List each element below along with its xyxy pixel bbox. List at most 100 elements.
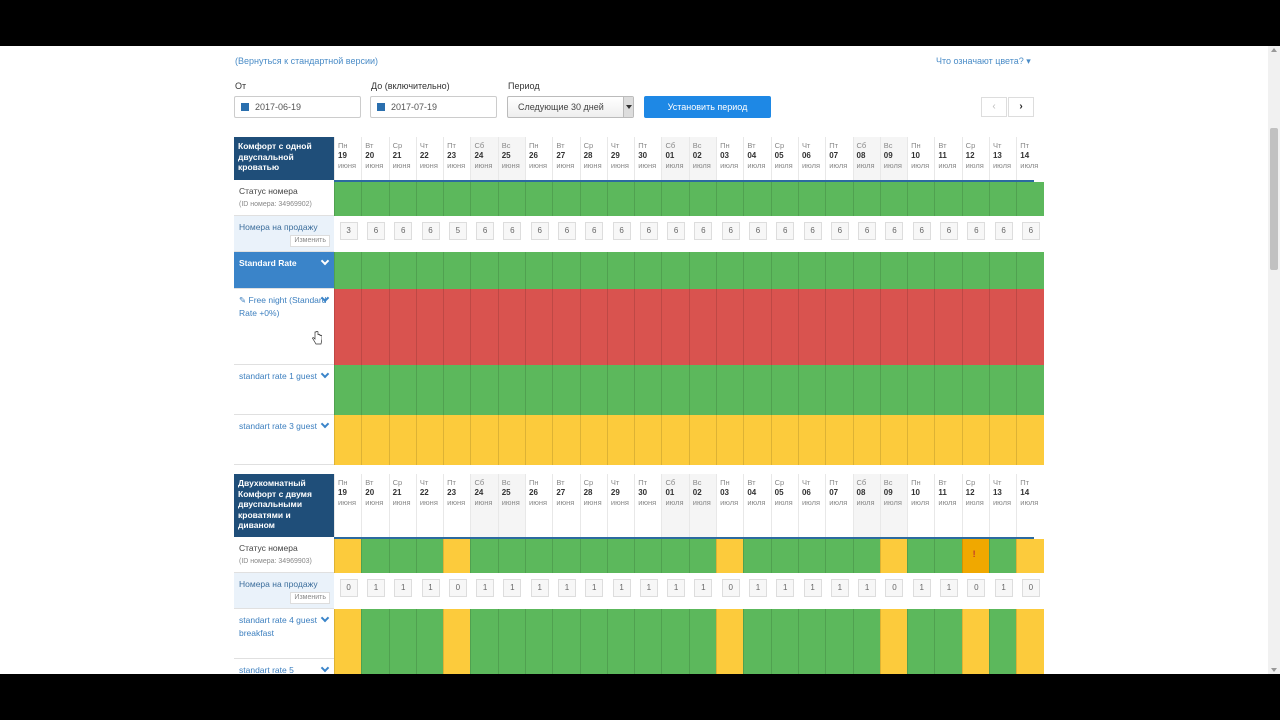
- availability-cell[interactable]: [388, 252, 416, 289]
- availability-cell[interactable]: [415, 539, 444, 573]
- availability-cell[interactable]: [634, 609, 662, 659]
- availability-cell[interactable]: [1016, 539, 1044, 573]
- availability-cell[interactable]: [525, 659, 553, 674]
- availability-cell[interactable]: [361, 539, 389, 573]
- availability-cell[interactable]: [443, 539, 471, 573]
- availability-cell[interactable]: [415, 365, 444, 415]
- rooms-available-input[interactable]: 6: [667, 222, 686, 240]
- availability-cell[interactable]: [934, 365, 962, 415]
- availability-cell[interactable]: [688, 609, 717, 659]
- availability-cell[interactable]: [907, 182, 935, 216]
- scrollbar-thumb[interactable]: [1270, 128, 1278, 270]
- rate-3-guest[interactable]: standart rate 3 guest: [234, 415, 334, 465]
- availability-cell[interactable]: [961, 289, 989, 365]
- availability-cell[interactable]: [634, 365, 662, 415]
- availability-cell[interactable]: [825, 252, 853, 289]
- availability-cell[interactable]: [606, 252, 635, 289]
- availability-cell[interactable]: [961, 252, 989, 289]
- availability-cell[interactable]: [388, 539, 416, 573]
- rooms-available-input[interactable]: 0: [967, 579, 986, 597]
- set-period-button[interactable]: Установить период: [644, 96, 771, 118]
- availability-cell[interactable]: [579, 365, 607, 415]
- availability-cell[interactable]: [661, 182, 689, 216]
- availability-cell[interactable]: [961, 659, 989, 674]
- change-button[interactable]: Изменить: [290, 592, 330, 604]
- color-legend-link[interactable]: Что означают цвета? ▾: [936, 56, 1031, 66]
- availability-cell[interactable]: [415, 252, 444, 289]
- vertical-scrollbar[interactable]: [1268, 46, 1280, 674]
- rooms-available-input[interactable]: 6: [394, 222, 413, 240]
- availability-cell[interactable]: [825, 659, 853, 674]
- availability-cell[interactable]: [497, 539, 526, 573]
- availability-cell[interactable]: [907, 659, 935, 674]
- rooms-available-input[interactable]: 6: [967, 222, 986, 240]
- availability-cell[interactable]: [334, 415, 362, 465]
- availability-cell[interactable]: [743, 365, 771, 415]
- rooms-available-input[interactable]: 6: [694, 222, 713, 240]
- period-select[interactable]: Следующие 30 дней: [507, 96, 634, 118]
- availability-cell[interactable]: [988, 182, 1017, 216]
- availability-cell[interactable]: [497, 252, 526, 289]
- availability-cell[interactable]: [634, 539, 662, 573]
- availability-cell[interactable]: [470, 539, 498, 573]
- rate-4-guest-breakfast[interactable]: standart rate 4 guest breakfast: [234, 609, 334, 659]
- availability-cell[interactable]: [688, 659, 717, 674]
- availability-cell[interactable]: [934, 289, 962, 365]
- availability-cell[interactable]: [825, 182, 853, 216]
- availability-cell[interactable]: [825, 289, 853, 365]
- availability-cell[interactable]: [443, 289, 471, 365]
- rooms-available-input[interactable]: 6: [885, 222, 904, 240]
- rooms-available-input[interactable]: 1: [994, 579, 1013, 597]
- availability-cell[interactable]: [661, 252, 689, 289]
- availability-cell[interactable]: [688, 415, 717, 465]
- availability-cell[interactable]: [470, 609, 498, 659]
- availability-cell[interactable]: [443, 415, 471, 465]
- rooms-available-input[interactable]: 1: [858, 579, 877, 597]
- chevron-down-icon[interactable]: [320, 369, 330, 379]
- back-to-standard-link[interactable]: (Вернуться к стандартной версии): [235, 56, 379, 66]
- availability-cell[interactable]: [852, 182, 880, 216]
- rooms-available-input[interactable]: 1: [667, 579, 686, 597]
- availability-cell[interactable]: [988, 365, 1017, 415]
- availability-cell[interactable]: [852, 415, 880, 465]
- rooms-available-input[interactable]: 6: [749, 222, 767, 240]
- availability-cell[interactable]: [797, 365, 826, 415]
- availability-cell[interactable]: [879, 539, 908, 573]
- rooms-available-input[interactable]: 6: [530, 222, 549, 240]
- availability-cell[interactable]: [497, 182, 526, 216]
- availability-cell[interactable]: [907, 609, 935, 659]
- rooms-available-input[interactable]: 6: [858, 222, 877, 240]
- availability-cell[interactable]: [852, 609, 880, 659]
- next-period-button[interactable]: ›: [1008, 97, 1034, 117]
- rooms-available-input[interactable]: 6: [421, 222, 440, 240]
- availability-cell[interactable]: [443, 659, 471, 674]
- availability-cell[interactable]: [552, 289, 580, 365]
- availability-cell[interactable]: [879, 365, 908, 415]
- availability-cell[interactable]: [552, 539, 580, 573]
- rooms-available-input[interactable]: 1: [394, 579, 413, 597]
- to-date-input[interactable]: 2017-07-19: [370, 96, 497, 118]
- availability-cell[interactable]: [797, 659, 826, 674]
- rooms-available-input[interactable]: 0: [721, 579, 740, 597]
- availability-cell[interactable]: [716, 609, 744, 659]
- availability-cell[interactable]: [852, 252, 880, 289]
- availability-cell[interactable]: [552, 659, 580, 674]
- availability-cell[interactable]: [525, 182, 553, 216]
- rooms-available-input[interactable]: 6: [585, 222, 604, 240]
- availability-cell[interactable]: [661, 659, 689, 674]
- availability-cell[interactable]: [988, 659, 1017, 674]
- rooms-available-input[interactable]: 6: [940, 222, 959, 240]
- availability-cell[interactable]: [961, 365, 989, 415]
- availability-cell[interactable]: [934, 182, 962, 216]
- rooms-available-input[interactable]: 1: [912, 579, 931, 597]
- availability-cell[interactable]: [770, 659, 798, 674]
- rooms-available-input[interactable]: 6: [830, 222, 849, 240]
- availability-cell[interactable]: [497, 415, 526, 465]
- availability-cell[interactable]: [525, 539, 553, 573]
- availability-cell[interactable]: [797, 252, 826, 289]
- availability-cell[interactable]: [825, 415, 853, 465]
- rate-1-guest[interactable]: standart rate 1 guest: [234, 365, 334, 415]
- rooms-available-input[interactable]: 1: [940, 579, 959, 597]
- availability-cell[interactable]: [825, 365, 853, 415]
- availability-cell[interactable]: [525, 365, 553, 415]
